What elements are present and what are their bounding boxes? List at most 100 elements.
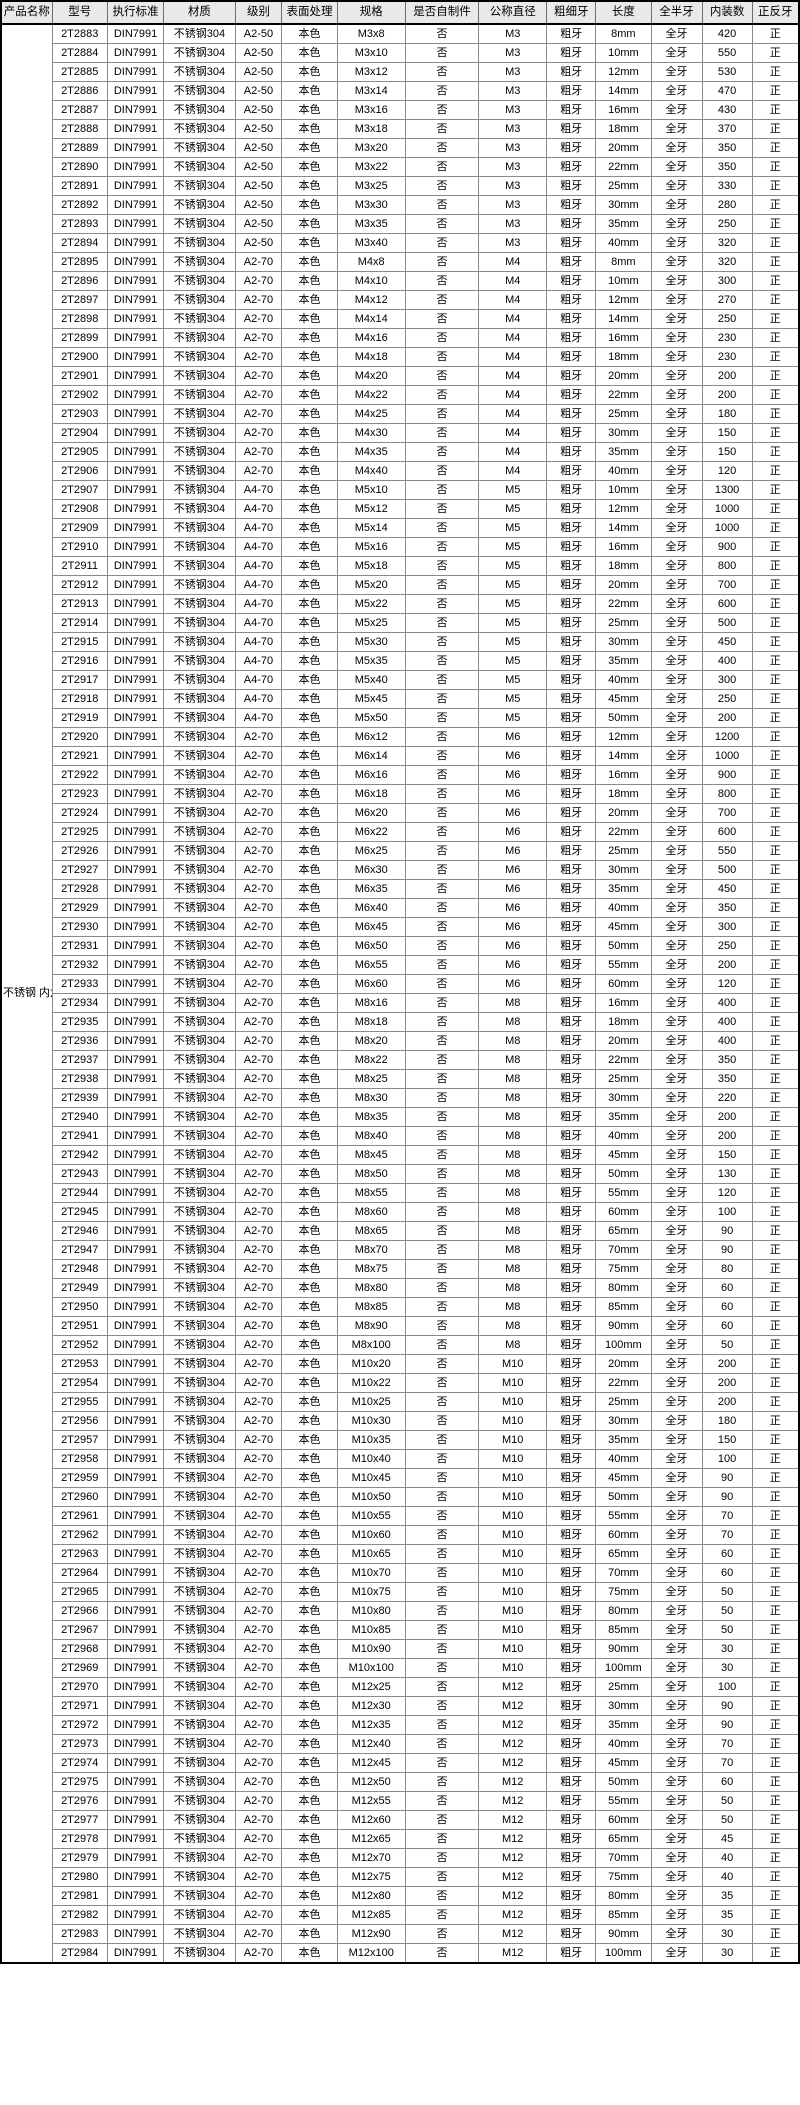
cell-material: 不锈钢304 [163, 62, 236, 82]
cell-full-half-thread: 全牙 [650, 43, 703, 63]
cell-thread-pitch: 粗牙 [546, 1088, 597, 1108]
cell-specification: M8x70 [336, 1240, 406, 1260]
cell-model: 2T2972 [51, 1715, 108, 1735]
cell-model: 2T2963 [51, 1544, 108, 1564]
cell-material: 不锈钢304 [163, 1430, 236, 1450]
cell-standard: DIN7991 [106, 1107, 165, 1127]
cell-length: 18mm [595, 119, 652, 139]
cell-surface-treatment: 本色 [281, 1487, 338, 1507]
cell-grade: A2-70 [234, 727, 283, 747]
cell-surface-treatment: 本色 [281, 62, 338, 82]
cell-length: 40mm [595, 1449, 652, 1469]
cell-pack-quantity: 40 [701, 1867, 753, 1887]
cell-full-half-thread: 全牙 [650, 1772, 703, 1792]
cell-grade: A4-70 [234, 537, 283, 557]
cell-material: 不锈钢304 [163, 119, 236, 139]
cell-grade: A2-70 [234, 955, 283, 975]
cell-grade: A2-70 [234, 1677, 283, 1697]
cell-grade: A2-70 [234, 252, 283, 272]
cell-model: 2T2895 [51, 252, 108, 272]
cell-specification: M12x65 [336, 1829, 406, 1849]
table-row: 2T2889 DIN7991 不锈钢304 A2-50 本色 M3x20 否 M3 粗牙 20mm… [1, 138, 800, 158]
cell-self-made: 否 [404, 328, 480, 348]
cell-pack-quantity: 420 [701, 23, 753, 44]
cell-material: 不锈钢304 [163, 632, 236, 652]
cell-self-made: 否 [404, 917, 480, 937]
cell-model: 2T2918 [51, 689, 108, 709]
cell-grade: A2-50 [234, 119, 283, 139]
table-row: 2T2888 DIN7991 不锈钢304 A2-50 本色 M3x18 否 M3 粗牙 18mm… [1, 119, 800, 139]
cell-thread-pitch: 粗牙 [546, 765, 597, 785]
cell-model: 2T2983 [51, 1924, 108, 1944]
cell-self-made: 否 [404, 1677, 480, 1697]
cell-pack-quantity: 150 [701, 1430, 753, 1450]
cell-pack-quantity: 100 [701, 1202, 753, 1222]
cell-grade: A2-70 [234, 1031, 283, 1051]
cell-specification: M4x18 [336, 347, 406, 367]
cell-pack-quantity: 450 [701, 632, 753, 652]
cell-thread-pitch: 粗牙 [546, 613, 597, 633]
cell-model: 2T2956 [51, 1411, 108, 1431]
cell-material: 不锈钢304 [163, 157, 236, 177]
cell-nominal-diameter: M12 [478, 1810, 548, 1830]
cell-material: 不锈钢304 [163, 1012, 236, 1032]
cell-standard: DIN7991 [106, 1639, 165, 1659]
cell-specification: M8x45 [336, 1145, 406, 1165]
cell-pack-quantity: 30 [701, 1943, 753, 1964]
cell-surface-treatment: 本色 [281, 1734, 338, 1754]
cell-nominal-diameter: M8 [478, 1088, 548, 1108]
cell-thread-pitch: 粗牙 [546, 898, 597, 918]
cell-standard: DIN7991 [106, 347, 165, 367]
cell-full-half-thread: 全牙 [650, 385, 703, 405]
cell-length: 70mm [595, 1848, 652, 1868]
cell-full-half-thread: 全牙 [650, 1563, 703, 1583]
cell-thread-pitch: 粗牙 [546, 1354, 597, 1374]
cell-length: 40mm [595, 1734, 652, 1754]
cell-length: 22mm [595, 594, 652, 614]
cell-length: 80mm [595, 1278, 652, 1298]
cell-standard: DIN7991 [106, 803, 165, 823]
cell-surface-treatment: 本色 [281, 746, 338, 766]
cell-self-made: 否 [404, 746, 480, 766]
cell-nominal-diameter: M8 [478, 993, 548, 1013]
cell-length: 80mm [595, 1601, 652, 1621]
cell-standard: DIN7991 [106, 1658, 165, 1678]
cell-thread-pitch: 粗牙 [546, 499, 597, 519]
cell-full-half-thread: 全牙 [650, 252, 703, 272]
cell-material: 不锈钢304 [163, 1411, 236, 1431]
cell-self-made: 否 [404, 1145, 480, 1165]
cell-grade: A4-70 [234, 499, 283, 519]
cell-nominal-diameter: M3 [478, 119, 548, 139]
cell-surface-treatment: 本色 [281, 651, 338, 671]
cell-specification: M5x18 [336, 556, 406, 576]
cell-model: 2T2958 [51, 1449, 108, 1469]
cell-grade: A2-70 [234, 461, 283, 481]
cell-full-half-thread: 全牙 [650, 271, 703, 291]
cell-length: 35mm [595, 1430, 652, 1450]
cell-full-half-thread: 全牙 [650, 974, 703, 994]
cell-material: 不锈钢304 [163, 271, 236, 291]
table-row: 2T2902 DIN7991 不锈钢304 A2-70 本色 M4x22 否 M4 粗牙 22mm… [1, 385, 800, 405]
cell-grade: A4-70 [234, 556, 283, 576]
cell-standard: DIN7991 [106, 1411, 165, 1431]
cell-material: 不锈钢304 [163, 1487, 236, 1507]
cell-nominal-diameter: M6 [478, 765, 548, 785]
cell-specification: M6x35 [336, 879, 406, 899]
cell-grade: A2-70 [234, 347, 283, 367]
cell-standard: DIN7991 [106, 1145, 165, 1165]
cell-full-half-thread: 全牙 [650, 1012, 703, 1032]
cell-specification: M6x55 [336, 955, 406, 975]
cell-thread-pitch: 粗牙 [546, 955, 597, 975]
cell-specification: M12x45 [336, 1753, 406, 1773]
cell-grade: A2-70 [234, 917, 283, 937]
cell-nominal-diameter: M5 [478, 594, 548, 614]
cell-nominal-diameter: M8 [478, 1202, 548, 1222]
column-header-specification: 规格 [336, 0, 406, 25]
cell-full-half-thread: 全牙 [650, 1696, 703, 1716]
cell-thread-direction: 正 [751, 917, 800, 937]
cell-full-half-thread: 全牙 [650, 898, 703, 918]
cell-material: 不锈钢304 [163, 841, 236, 861]
cell-nominal-diameter: M10 [478, 1506, 548, 1526]
cell-standard: DIN7991 [106, 1905, 165, 1925]
cell-grade: A2-70 [234, 1088, 283, 1108]
